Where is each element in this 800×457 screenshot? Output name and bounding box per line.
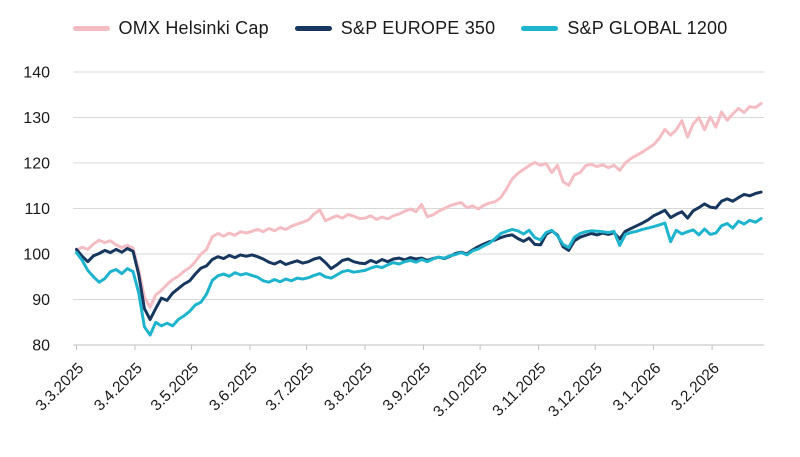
y-tick-label: 80 (32, 338, 50, 355)
legend-item-sp-europe-350: S&P EUROPE 350 (294, 18, 496, 39)
x-tick-label: 3.12.2025 (545, 360, 606, 421)
legend-label: S&P GLOBAL 1200 (567, 18, 728, 38)
legend-line-swatch-icon (294, 26, 332, 31)
legend-label: S&P EUROPE 350 (340, 18, 496, 38)
x-tick-label: 3.7.2025 (263, 360, 318, 415)
y-tick-label: 100 (23, 247, 50, 264)
x-tick-label: 3.11.2025 (489, 360, 549, 420)
x-tick-label: 3.9.2025 (380, 360, 435, 415)
x-tick-label: 3.5.2025 (148, 360, 203, 415)
x-tick-label: 3.1.2026 (610, 360, 665, 415)
y-tick-label: 120 (23, 156, 50, 173)
x-tick-label: 3.4.2025 (91, 360, 146, 415)
x-tick-label: 3.2.2026 (668, 360, 723, 415)
y-tick-label: 110 (24, 201, 50, 218)
y-tick-label: 90 (32, 292, 50, 309)
legend-item-sp-global-1200: S&P GLOBAL 1200 (521, 18, 727, 39)
legend-line-swatch-icon (72, 26, 110, 31)
series-line-s-p-global-1200 (75, 217, 763, 337)
x-tick-label: 3.8.2025 (321, 360, 376, 415)
series-line-s-p-europe-350 (75, 190, 763, 321)
y-tick-label: 140 (23, 65, 50, 82)
y-tick-label: 130 (23, 110, 50, 127)
x-tick-label: 3.3.2025 (33, 360, 88, 415)
legend-item-omx-helsinki-cap: OMX Helsinki Cap (72, 18, 269, 39)
chart-legend: OMX Helsinki Cap S&P EUROPE 350 S&P GLOB… (0, 18, 800, 39)
x-tick-label: 3.6.2025 (206, 360, 261, 415)
series-line-omx-helsinki-cap (75, 101, 763, 309)
x-tick-label: 3.10.2025 (430, 360, 491, 421)
legend-label: OMX Helsinki Cap (118, 18, 269, 38)
legend-line-swatch-icon (521, 26, 559, 31)
